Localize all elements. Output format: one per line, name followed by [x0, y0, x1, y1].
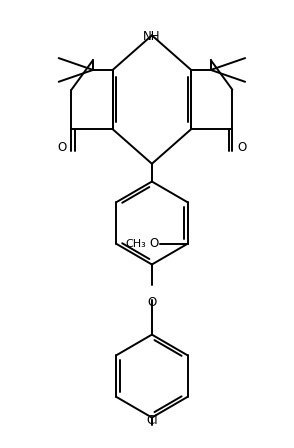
Text: NH: NH	[143, 30, 161, 43]
Text: Cl: Cl	[146, 414, 158, 427]
Text: O: O	[149, 237, 158, 250]
Text: O: O	[57, 141, 66, 154]
Text: CH₃: CH₃	[126, 239, 146, 249]
Text: O: O	[237, 141, 246, 154]
Text: O: O	[147, 296, 156, 309]
